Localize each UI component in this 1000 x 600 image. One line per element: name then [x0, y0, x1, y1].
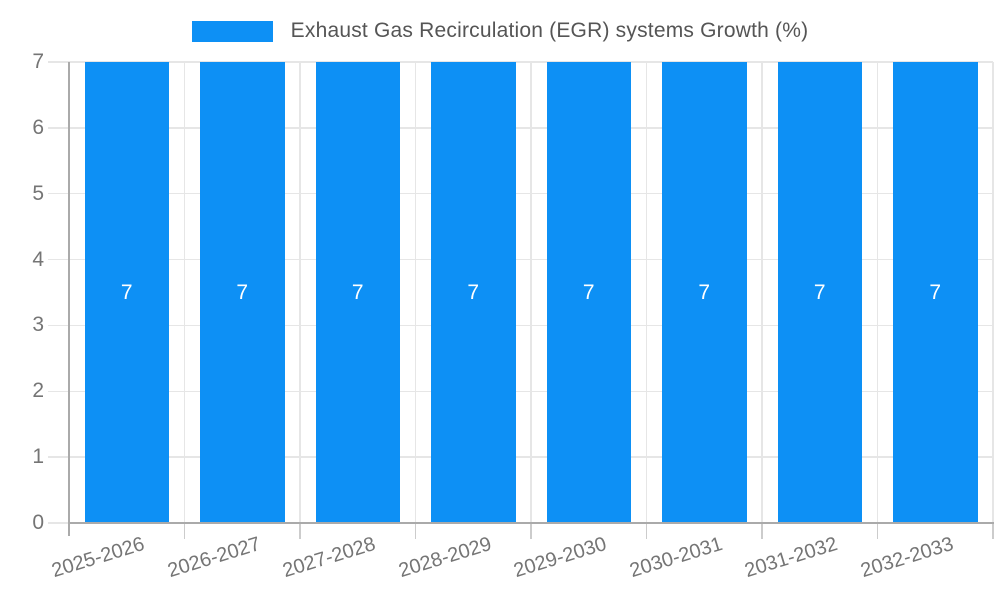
bar	[546, 62, 631, 523]
v-gridline	[992, 62, 994, 523]
x-tick-label: 2027-2028	[280, 533, 379, 583]
v-gridline	[530, 62, 532, 523]
bar	[777, 62, 862, 523]
v-gridline	[876, 62, 879, 523]
chart-legend: Exhaust Gas Recirculation (EGR) systems …	[0, 17, 1000, 45]
x-tick-mark	[183, 523, 186, 539]
bar-value-label: 7	[467, 281, 480, 304]
bar-value-label: 7	[351, 281, 364, 304]
y-tick-label: 7	[32, 50, 44, 73]
x-tick-label: 2028-2029	[395, 533, 494, 583]
h-gridline	[48, 61, 993, 63]
h-gridline	[48, 192, 993, 195]
x-tick-mark	[530, 523, 532, 539]
legend-label: Exhaust Gas Recirculation (EGR) systems …	[290, 19, 809, 42]
bar-value-label: 7	[582, 281, 595, 304]
x-tick-label: 2030-2031	[626, 533, 725, 583]
bar	[84, 62, 169, 523]
bar	[662, 62, 747, 523]
y-tick-label: 0	[32, 511, 44, 534]
y-axis-line	[68, 62, 70, 536]
x-tick-label: 2032-2033	[857, 533, 956, 583]
x-tick-mark	[992, 523, 994, 539]
h-gridline	[48, 324, 993, 327]
x-tick-label: 2026-2027	[164, 533, 263, 583]
bar	[431, 62, 516, 523]
v-gridline	[761, 62, 763, 523]
v-gridline	[183, 62, 186, 523]
bar-value-label: 7	[236, 281, 249, 304]
y-tick-label: 2	[32, 379, 44, 403]
x-axis-line	[68, 522, 994, 524]
h-gridline	[48, 258, 993, 261]
v-gridline	[645, 62, 648, 523]
bar-value-label: 7	[698, 281, 711, 304]
y-tick-label: 4	[32, 247, 44, 271]
bar	[200, 62, 285, 523]
h-gridline	[48, 127, 993, 129]
h-gridline	[48, 390, 993, 393]
legend-swatch	[191, 20, 273, 42]
x-tick-label: 2031-2032	[742, 533, 841, 583]
x-tick-label: 2025-2026	[49, 533, 148, 583]
bar-value-label: 7	[929, 281, 942, 304]
y-tick-label: 6	[32, 115, 44, 139]
h-gridline	[48, 456, 993, 458]
y-tick-label: 3	[32, 313, 44, 337]
y-tick-label: 5	[32, 181, 44, 205]
bar	[315, 62, 400, 523]
bar	[893, 62, 978, 523]
x-tick-mark	[761, 523, 763, 539]
y-tick-label: 1	[32, 445, 44, 469]
x-tick-mark	[876, 523, 879, 539]
v-gridline	[414, 62, 417, 523]
x-tick-mark	[645, 523, 648, 539]
x-tick-mark	[414, 523, 417, 539]
bar-value-label: 7	[813, 281, 826, 304]
bar-value-label: 7	[120, 281, 133, 304]
x-tick-mark	[299, 523, 301, 539]
v-gridline	[299, 62, 301, 523]
x-tick-label: 2029-2030	[511, 533, 610, 583]
